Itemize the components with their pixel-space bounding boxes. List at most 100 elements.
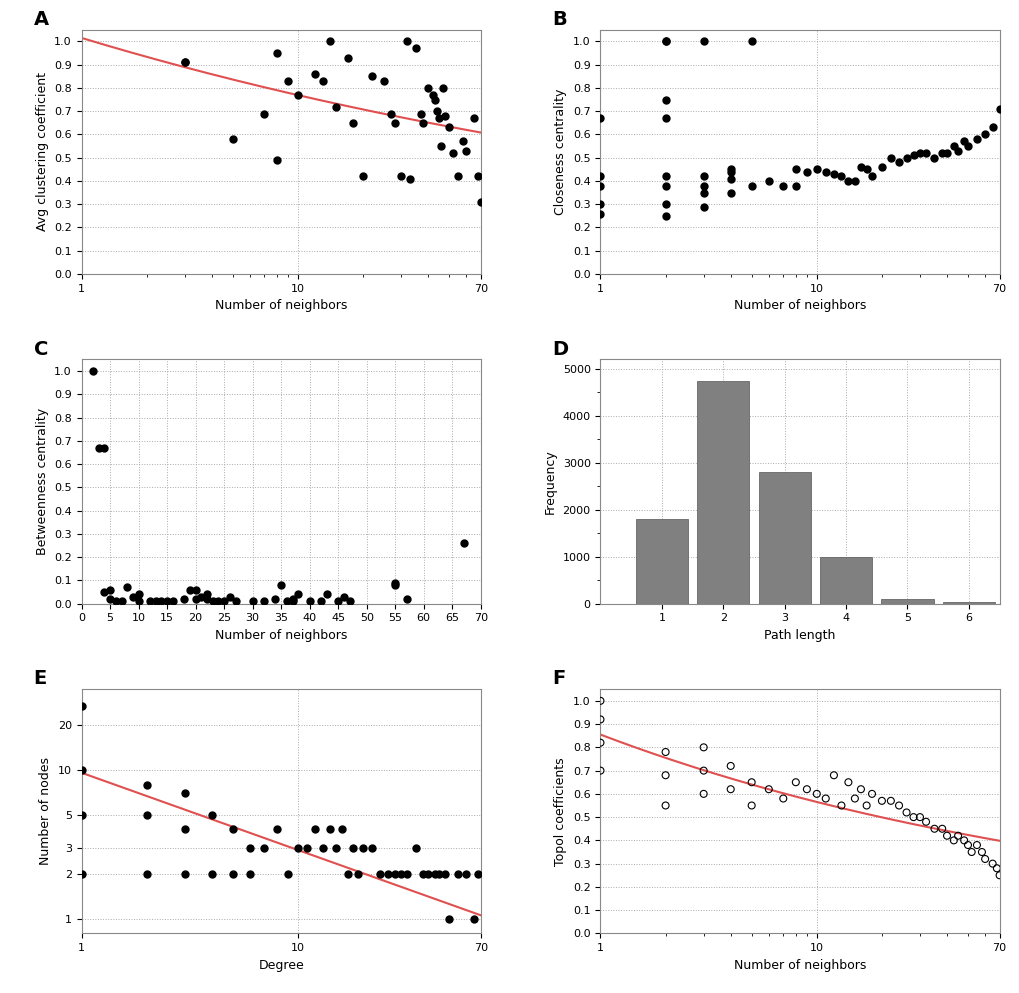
Point <box>437 866 453 882</box>
Point <box>339 866 356 882</box>
Point <box>873 792 890 808</box>
Point <box>987 860 1004 876</box>
Point <box>458 143 474 159</box>
Point <box>429 103 445 119</box>
Point <box>470 866 486 882</box>
Point <box>925 150 942 166</box>
Point <box>420 80 436 96</box>
Point <box>695 785 711 801</box>
Point <box>774 178 791 194</box>
Point <box>224 866 240 882</box>
Point <box>657 208 674 223</box>
Point <box>760 173 776 189</box>
Point <box>256 105 272 121</box>
Point <box>458 866 474 882</box>
Point <box>181 582 198 598</box>
Bar <box>635 519 687 604</box>
Point <box>695 199 711 214</box>
Point <box>386 577 403 593</box>
Point <box>743 178 759 194</box>
Point <box>392 169 409 185</box>
Point <box>350 866 366 882</box>
Point <box>743 34 759 50</box>
X-axis label: Path length: Path length <box>763 629 835 642</box>
Bar <box>758 473 810 604</box>
Bar <box>880 599 932 604</box>
Point <box>386 866 403 882</box>
Point <box>139 807 155 823</box>
Point <box>379 866 395 882</box>
Point <box>139 866 155 882</box>
Point <box>465 911 481 926</box>
Point <box>657 744 674 760</box>
Point <box>187 591 204 607</box>
Point <box>415 115 431 131</box>
Point <box>307 67 323 82</box>
Point <box>407 41 423 57</box>
Point <box>657 91 674 107</box>
Point <box>949 143 965 159</box>
Point <box>760 781 776 797</box>
Point <box>976 126 993 142</box>
Point <box>592 197 608 213</box>
Point <box>945 138 961 154</box>
Point <box>216 594 232 610</box>
Point <box>695 34 711 50</box>
Point <box>221 589 237 605</box>
Point <box>339 50 356 66</box>
Point <box>318 587 334 603</box>
Point <box>108 594 124 610</box>
Point <box>592 206 608 221</box>
Text: E: E <box>34 669 47 688</box>
Point <box>825 768 842 783</box>
Point <box>142 594 158 610</box>
Point <box>401 171 418 187</box>
Point <box>321 821 337 837</box>
Point <box>905 809 921 825</box>
Bar <box>942 603 994 604</box>
Point <box>863 169 879 185</box>
X-axis label: Number of neighbors: Number of neighbors <box>733 299 865 312</box>
Point <box>440 119 457 135</box>
Point <box>890 797 906 813</box>
Point <box>355 169 371 185</box>
Point <box>278 594 294 610</box>
Point <box>187 582 204 598</box>
Point <box>937 828 954 844</box>
Point <box>344 115 361 131</box>
Point <box>945 832 961 848</box>
Point <box>269 45 285 61</box>
X-axis label: Degree: Degree <box>258 958 304 972</box>
Point <box>840 775 856 790</box>
Point <box>890 155 906 171</box>
Y-axis label: Closeness centrality: Closeness centrality <box>554 88 567 215</box>
Point <box>721 185 738 201</box>
Point <box>898 150 914 166</box>
Text: C: C <box>34 340 48 358</box>
Point <box>933 145 950 161</box>
Y-axis label: Number of nodes: Number of nodes <box>39 758 52 865</box>
Point <box>424 87 440 103</box>
Point <box>289 87 306 103</box>
Point <box>858 162 874 178</box>
Point <box>279 73 296 89</box>
Point <box>454 133 471 149</box>
Point <box>153 594 169 610</box>
Point <box>426 866 442 882</box>
Point <box>299 840 315 856</box>
Point <box>657 34 674 50</box>
Point <box>91 440 107 456</box>
Point <box>307 821 323 837</box>
Point <box>130 587 147 603</box>
Point <box>256 840 272 856</box>
Point <box>176 866 193 882</box>
Point <box>695 185 711 201</box>
Point <box>743 797 759 813</box>
Point <box>256 594 272 610</box>
Point <box>592 712 608 728</box>
Point <box>355 840 371 856</box>
Point <box>825 166 842 182</box>
Point <box>817 790 834 806</box>
Point <box>73 698 90 714</box>
Text: D: D <box>552 340 569 358</box>
